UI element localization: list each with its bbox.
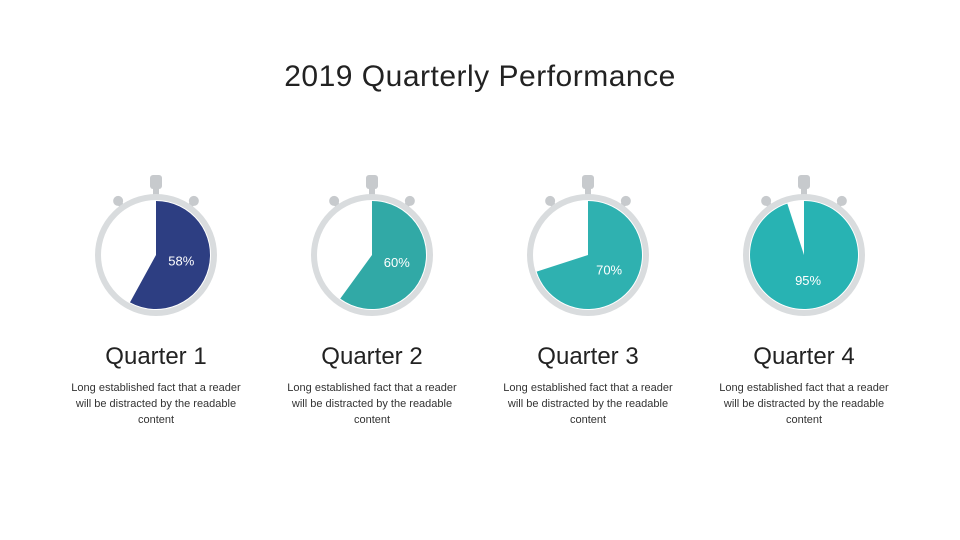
gauge-q4: 95% <box>729 155 879 325</box>
gauge-percent-label: 70% <box>596 262 622 277</box>
quarter-2-desc: Long established fact that a reader will… <box>287 381 457 429</box>
quarter-1-desc: Long established fact that a reader will… <box>71 381 241 429</box>
quarter-2-label: Quarter 2 <box>321 343 422 371</box>
page-title: 2019 Quarterly Performance <box>0 60 960 94</box>
quarter-3-label: Quarter 3 <box>537 343 638 371</box>
quarter-4: 95% Quarter 4 Long established fact that… <box>704 155 904 429</box>
quarter-3-desc: Long established fact that a reader will… <box>503 381 673 429</box>
gauge-q3: 70% <box>513 155 663 325</box>
quarters-row: 58% Quarter 1 Long established fact that… <box>0 155 960 429</box>
gauge-percent-label: 95% <box>795 273 821 288</box>
quarter-2: 60% Quarter 2 Long established fact that… <box>272 155 472 429</box>
quarter-4-label: Quarter 4 <box>753 343 854 371</box>
quarter-3: 70% Quarter 3 Long established fact that… <box>488 155 688 429</box>
quarter-4-desc: Long established fact that a reader will… <box>719 381 889 429</box>
gauge-percent-label: 58% <box>168 253 194 268</box>
gauge-q2: 60% <box>297 155 447 325</box>
quarter-1-label: Quarter 1 <box>105 343 206 371</box>
gauge-percent-label: 60% <box>384 255 410 270</box>
slide: 2019 Quarterly Performance 58% Quarter 1… <box>0 0 960 540</box>
quarter-1: 58% Quarter 1 Long established fact that… <box>56 155 256 429</box>
gauge-q1: 58% <box>81 155 231 325</box>
